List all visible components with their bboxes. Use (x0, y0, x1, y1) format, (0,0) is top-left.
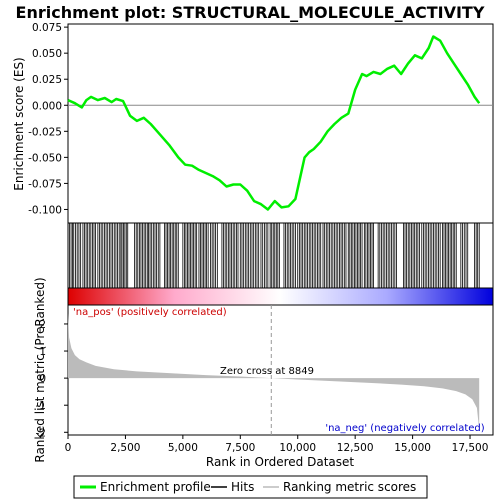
ranking-gradient-bar (67, 287, 494, 306)
legend: Enrichment profile Hits Ranking metric sco… (73, 475, 428, 499)
hits-panel-frame (67, 222, 494, 289)
rank-y-tick-label: 0 (39, 373, 46, 385)
ranked-metric-y-axis-label: Ranked list metric (PreRanked) (33, 277, 47, 462)
legend-item-label: Ranking metric scores (283, 480, 416, 494)
chart-title: Enrichment plot: STRUCTURAL_MOLECULE_ACT… (16, 3, 485, 22)
rank-y-tick-label: -1 (36, 400, 46, 412)
legend-item-label: Enrichment profile (100, 480, 211, 494)
x-tick-label: 12,500 (337, 442, 374, 454)
es-y-tick-label: 0.000 (32, 100, 62, 112)
x-tick-label: 2,500 (110, 442, 140, 454)
x-tick-label: 15,000 (394, 442, 431, 454)
es-y-tick-label: -0.075 (28, 178, 62, 190)
negative-correlation-label: 'na_neg' (negatively correlated) (325, 423, 484, 434)
es-y-tick-label: 0.025 (32, 74, 62, 86)
es-y-tick-label: 0.075 (32, 22, 62, 34)
x-tick-label: 17,500 (452, 442, 489, 454)
legend-frame (73, 475, 428, 499)
ranked-metric-panel: -2 -1 0 1 2 'na_pos' (positively correlated)… (36, 304, 494, 439)
rank-y-tick-label: 2 (39, 319, 46, 331)
positive-correlation-label: 'na_pos' (positively correlated) (73, 307, 227, 318)
ranked-metric-panel-frame (67, 304, 494, 436)
es-y-tick-label: -0.025 (28, 126, 62, 138)
rank-y-tick-label: -2 (36, 427, 46, 439)
x-tick-label: 10,000 (279, 442, 316, 454)
enrichment-panel-frame (67, 23, 494, 224)
x-axis-label: Rank in Ordered Dataset (206, 455, 354, 469)
enrichment-y-axis-label: Enrichment score (ES) (12, 57, 26, 190)
es-y-tick-label: -0.050 (28, 152, 62, 164)
es-y-tick-label: 0.050 (32, 48, 62, 60)
enrichment-panel: -0.100 -0.075 -0.050 -0.025 0.000 0.025 0.050 0… (28, 22, 494, 224)
x-tick-label: 7,500 (225, 442, 255, 454)
zero-cross-label: Zero cross at 8849 (220, 366, 314, 377)
enrichment-profile-line (67, 35, 481, 211)
x-tick-label: 5,000 (168, 442, 198, 454)
legend-item-label: Hits (231, 480, 254, 494)
x-tick-label: 0 (65, 442, 72, 454)
rank-y-tick-label: 1 (39, 346, 46, 358)
hits-panel (67, 222, 494, 289)
es-y-tick-label: -0.100 (28, 204, 62, 216)
